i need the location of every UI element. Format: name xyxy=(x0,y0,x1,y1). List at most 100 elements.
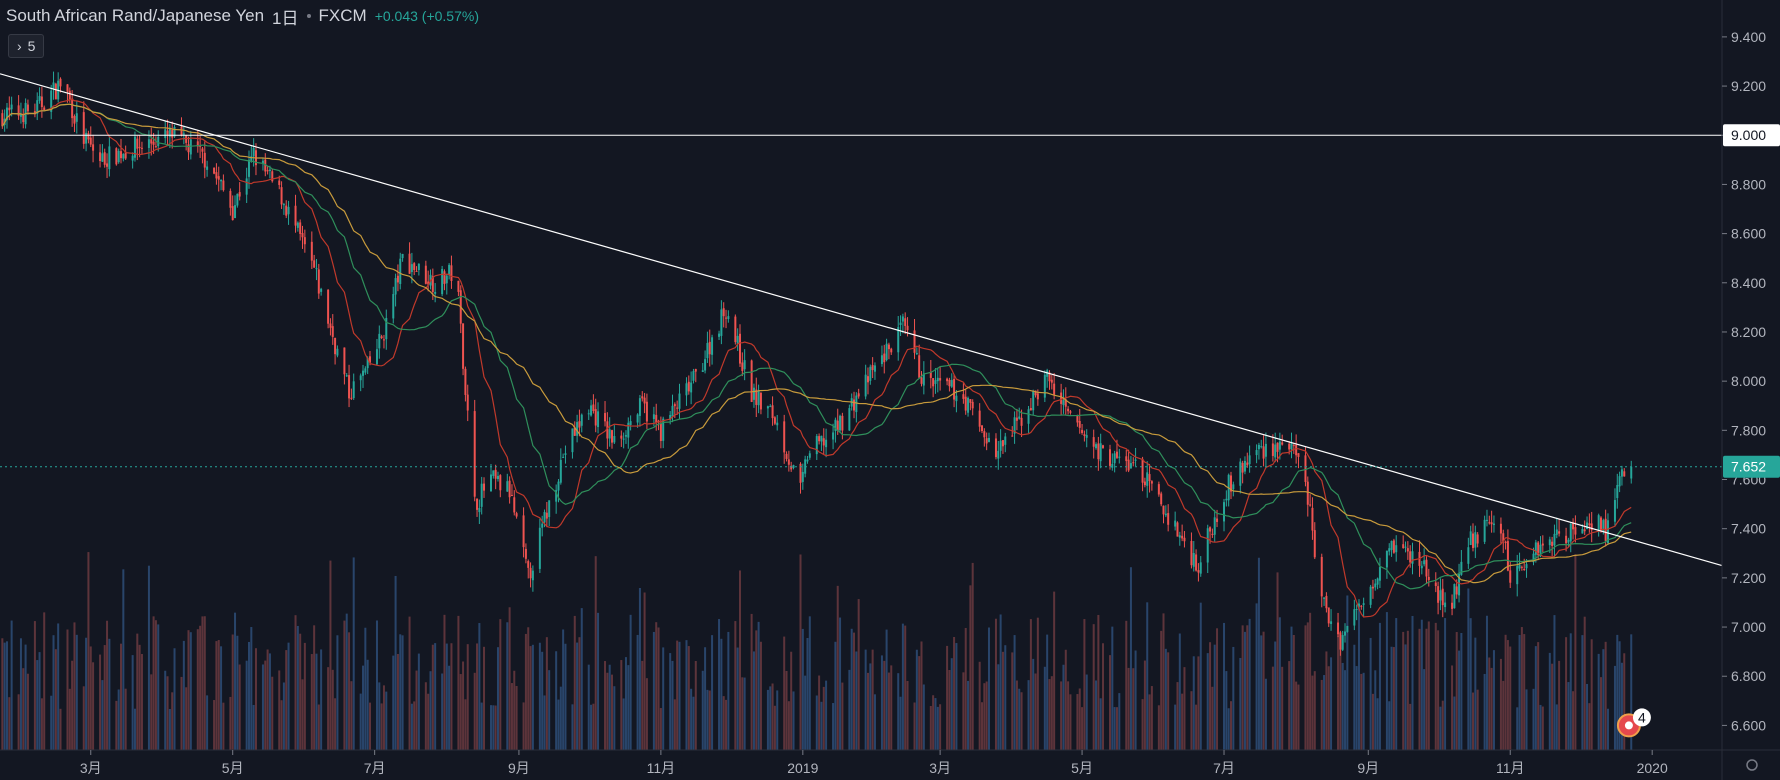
candle-body xyxy=(1288,443,1291,450)
candle-body xyxy=(1490,522,1493,525)
candle-body xyxy=(1281,442,1284,445)
symbol-title[interactable]: South African Rand/Japanese Yen xyxy=(6,6,265,25)
candle-body xyxy=(231,206,234,221)
candle-body xyxy=(887,344,890,350)
candle-body xyxy=(131,155,134,161)
candle-body xyxy=(1467,547,1470,564)
candle-body xyxy=(622,438,625,440)
volume-bar xyxy=(1290,626,1293,750)
candle-body xyxy=(213,167,216,174)
candle-body xyxy=(1532,553,1535,563)
candle-body xyxy=(1567,539,1570,543)
candle-body xyxy=(1046,370,1049,377)
volume-bar xyxy=(124,688,127,750)
candle-body xyxy=(282,204,285,206)
volume-bar xyxy=(1113,707,1116,750)
interval-label[interactable]: 1日 xyxy=(272,8,299,28)
volume-bar xyxy=(238,664,241,750)
volume-bar xyxy=(1304,625,1307,750)
candle-body xyxy=(1097,443,1100,460)
candle-body xyxy=(1572,522,1575,530)
candle-body xyxy=(73,116,76,124)
volume-bar xyxy=(969,585,972,750)
volume-bar xyxy=(52,635,55,750)
candle-body xyxy=(1078,420,1081,428)
volume-bar xyxy=(541,651,544,750)
volume-bar xyxy=(848,669,851,750)
candle-body xyxy=(783,421,786,453)
volume-bar xyxy=(68,688,71,750)
volume-bar xyxy=(1048,679,1051,750)
candle-body xyxy=(1125,456,1128,462)
candle-body xyxy=(168,127,171,137)
volume-bar xyxy=(1011,652,1014,750)
candle-body xyxy=(50,90,53,112)
volume-bar xyxy=(301,679,304,750)
candle-body xyxy=(38,96,41,101)
volume-bar xyxy=(671,660,674,750)
candle-body xyxy=(33,111,36,115)
candle-body xyxy=(1062,400,1065,406)
candle-body xyxy=(538,527,541,569)
indicators-count: 5 xyxy=(27,38,36,54)
candle-body xyxy=(706,343,709,359)
volume-bar xyxy=(971,562,974,750)
candle-body xyxy=(904,318,907,326)
volume-bar xyxy=(264,660,267,750)
candle-body xyxy=(555,490,558,502)
candle-body xyxy=(1569,523,1572,542)
volume-bar xyxy=(287,642,290,750)
volume-bar xyxy=(1502,680,1505,750)
candle-body xyxy=(1011,435,1014,437)
volume-bar xyxy=(920,641,923,750)
volume-bar xyxy=(1392,647,1395,750)
volume-bar xyxy=(655,622,658,750)
candle-body xyxy=(1520,566,1523,568)
volume-bar xyxy=(215,641,218,750)
volume-bar xyxy=(1323,675,1326,750)
candle-body xyxy=(936,377,939,382)
volume-bar xyxy=(1404,644,1407,750)
volume-bar xyxy=(1239,657,1242,750)
candle-body xyxy=(1176,522,1179,537)
candle-body xyxy=(1518,564,1521,569)
candle-body xyxy=(1539,544,1542,553)
volume-bar xyxy=(1227,708,1230,750)
volume-bar xyxy=(1271,666,1274,750)
candle-body xyxy=(122,153,125,159)
volume-bar xyxy=(392,655,395,750)
volume-bar xyxy=(1243,631,1246,750)
candle-body xyxy=(1164,513,1167,516)
candle-body xyxy=(871,365,874,371)
candle-body xyxy=(494,469,497,479)
volume-bar xyxy=(1143,660,1146,750)
candle-body xyxy=(1504,541,1507,544)
volume-bar xyxy=(820,701,823,750)
volume-bar xyxy=(1209,642,1212,750)
volume-bar xyxy=(1504,634,1507,750)
volume-bar xyxy=(836,585,839,750)
candle-body xyxy=(189,139,192,155)
candle-body xyxy=(573,427,576,436)
candle-body xyxy=(1476,534,1479,544)
candle-body xyxy=(466,394,469,411)
volume-bar xyxy=(1311,675,1314,750)
volume-bar xyxy=(120,643,123,750)
candle-body xyxy=(1148,474,1151,482)
candle-body xyxy=(392,294,395,319)
volume-bar xyxy=(278,670,281,750)
volume-bar xyxy=(597,612,600,750)
candle-body xyxy=(1555,529,1558,535)
volume-bar xyxy=(462,661,465,750)
candle-body xyxy=(920,377,923,384)
candle-body xyxy=(1192,553,1195,567)
volume-bar xyxy=(1164,648,1167,750)
indicators-toggle-button[interactable]: › 5 xyxy=(8,34,45,58)
volume-bar xyxy=(608,664,611,750)
volume-bar xyxy=(459,674,462,750)
candle-body xyxy=(1309,504,1312,506)
volume-bar xyxy=(1206,653,1209,750)
candle-body xyxy=(1485,519,1488,521)
candle-body xyxy=(806,459,809,462)
